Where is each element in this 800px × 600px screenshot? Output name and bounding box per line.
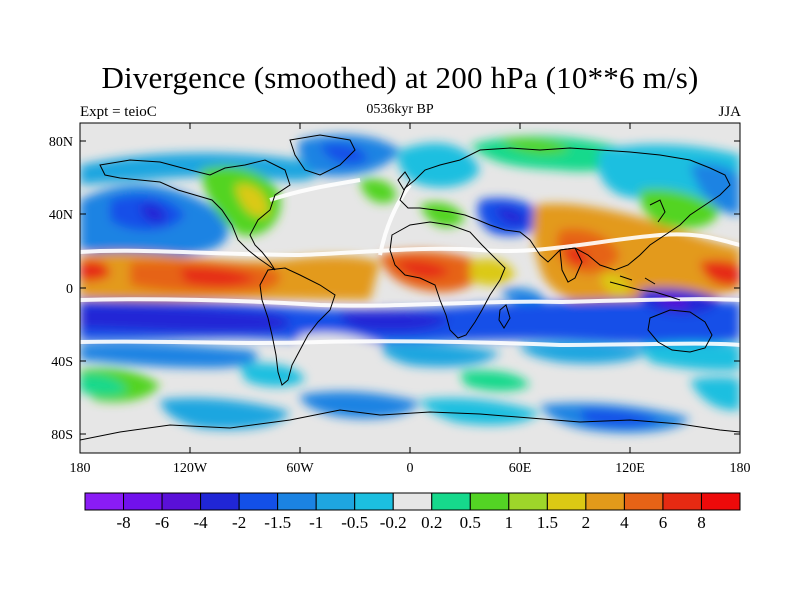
north-america-coast bbox=[99, 159, 291, 271]
india-coast bbox=[559, 247, 583, 283]
lon-label-120e: 120E bbox=[615, 461, 645, 476]
colorbar-box bbox=[585, 492, 625, 511]
colorbar-label: -0.2 bbox=[380, 513, 407, 532]
lat-label-40n: 40N bbox=[49, 208, 73, 223]
lat-label-0: 0 bbox=[66, 282, 73, 297]
colorbar-box bbox=[623, 492, 664, 511]
colorbar-box bbox=[700, 492, 741, 511]
colorbar-box bbox=[277, 492, 317, 511]
colorbar bbox=[84, 492, 741, 511]
colorbar-box bbox=[200, 492, 240, 511]
colorbar-box bbox=[315, 492, 356, 511]
experiment-label: Expt = teioC bbox=[80, 104, 157, 120]
colorbar-box bbox=[161, 492, 202, 511]
colorbar-box bbox=[354, 492, 394, 511]
colorbar-label: 8 bbox=[697, 513, 706, 532]
colorbar-box bbox=[546, 492, 587, 511]
colorbar-label: -1 bbox=[309, 513, 323, 532]
colorbar-box bbox=[123, 492, 163, 511]
lat-label-80n: 80N bbox=[49, 135, 73, 150]
eurasia-coast bbox=[399, 147, 731, 271]
lon-label-180e: 180 bbox=[730, 461, 751, 476]
japan-coast bbox=[649, 199, 666, 223]
colorbar-box bbox=[508, 492, 548, 511]
plot-title: Divergence (smoothed) at 200 hPa (10**6 … bbox=[101, 60, 699, 95]
antarctica-coast bbox=[80, 409, 740, 441]
colorbar-label: -1.5 bbox=[264, 513, 291, 532]
lat-label-40s: 40S bbox=[51, 355, 73, 370]
colorbar-label: 4 bbox=[620, 513, 629, 532]
colorbar-label: -6 bbox=[155, 513, 169, 532]
africa-coast bbox=[389, 221, 506, 339]
south-america-coast bbox=[259, 267, 336, 386]
colorbar-box bbox=[431, 492, 471, 511]
australia-coast bbox=[647, 309, 713, 353]
uk-coast bbox=[397, 171, 411, 191]
colorbar-box bbox=[469, 492, 510, 511]
coastlines bbox=[80, 134, 740, 441]
colorbar-box bbox=[84, 492, 125, 511]
lon-label-180w: 180 bbox=[70, 461, 91, 476]
lon-label-120w: 120W bbox=[173, 461, 208, 476]
divergence-field bbox=[80, 123, 740, 453]
colorbar-label: 1.5 bbox=[537, 513, 558, 532]
colorbar-label: 1 bbox=[505, 513, 514, 532]
lon-label-60w: 60W bbox=[286, 461, 314, 476]
season-label: JJA bbox=[718, 104, 741, 120]
colorbar-label: 0.5 bbox=[460, 513, 481, 532]
lat-ticks bbox=[80, 140, 740, 435]
lon-label-60e: 60E bbox=[509, 461, 532, 476]
time-label: 0536kyr BP bbox=[366, 102, 434, 117]
colorbar-labels: -8 -6 -4 -2 -1.5 -1 -0.5 -0.2 0.2 0.5 1 1.5 2 4 6 8 bbox=[116, 513, 705, 532]
colorbar-label: -8 bbox=[116, 513, 130, 532]
colorbar-label: 0.2 bbox=[421, 513, 442, 532]
lon-ticks bbox=[79, 123, 741, 453]
lat-label-80s: 80S bbox=[51, 428, 73, 443]
madagascar-coast bbox=[498, 304, 511, 329]
lon-label-0: 0 bbox=[407, 461, 414, 476]
colorbar-box bbox=[662, 492, 702, 511]
colorbar-label: -2 bbox=[232, 513, 246, 532]
greenland-coast bbox=[289, 134, 356, 176]
indonesia-coast bbox=[609, 275, 681, 301]
colorbar-label: 2 bbox=[582, 513, 591, 532]
colorbar-box bbox=[238, 492, 279, 511]
colorbar-label: -0.5 bbox=[341, 513, 368, 532]
colorbar-box bbox=[392, 492, 433, 511]
colorbar-label: 6 bbox=[659, 513, 668, 532]
colorbar-label: -4 bbox=[194, 513, 209, 532]
